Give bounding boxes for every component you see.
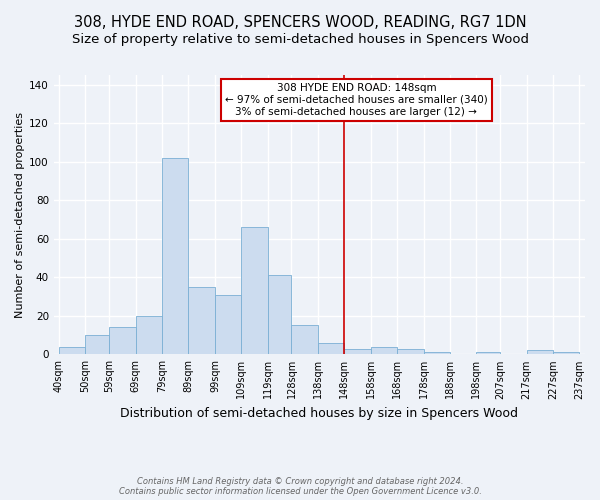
Bar — [188, 287, 215, 354]
Bar — [476, 352, 500, 354]
Bar — [344, 348, 371, 354]
Text: Size of property relative to semi-detached houses in Spencers Wood: Size of property relative to semi-detach… — [71, 32, 529, 46]
Bar — [371, 346, 397, 354]
Bar — [553, 352, 580, 354]
Y-axis label: Number of semi-detached properties: Number of semi-detached properties — [15, 112, 25, 318]
Bar — [292, 326, 318, 354]
Bar — [397, 348, 424, 354]
Bar — [527, 350, 553, 354]
Bar — [215, 294, 241, 354]
Bar — [59, 346, 85, 354]
Bar — [318, 342, 344, 354]
Text: Contains public sector information licensed under the Open Government Licence v3: Contains public sector information licen… — [119, 486, 481, 496]
Bar — [136, 316, 162, 354]
Bar — [241, 227, 268, 354]
X-axis label: Distribution of semi-detached houses by size in Spencers Wood: Distribution of semi-detached houses by … — [120, 407, 518, 420]
Text: Contains HM Land Registry data © Crown copyright and database right 2024.: Contains HM Land Registry data © Crown c… — [137, 476, 463, 486]
Bar — [85, 335, 109, 354]
Text: 308 HYDE END ROAD: 148sqm
← 97% of semi-detached houses are smaller (340)
3% of : 308 HYDE END ROAD: 148sqm ← 97% of semi-… — [225, 84, 488, 116]
Bar — [162, 158, 188, 354]
Bar — [424, 352, 450, 354]
Bar — [268, 276, 292, 354]
Text: 308, HYDE END ROAD, SPENCERS WOOD, READING, RG7 1DN: 308, HYDE END ROAD, SPENCERS WOOD, READI… — [74, 15, 526, 30]
Bar — [109, 328, 136, 354]
